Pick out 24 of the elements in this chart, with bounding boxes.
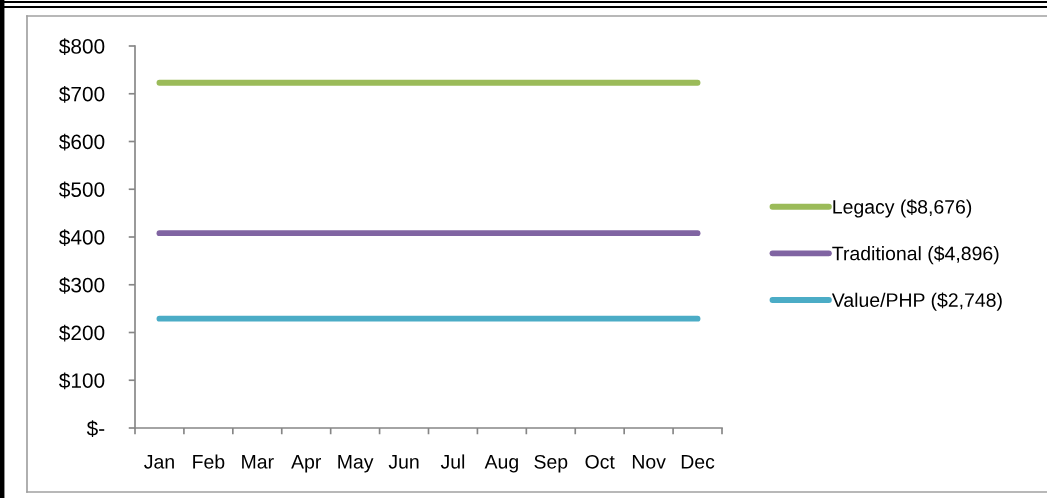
x-tick-label: Aug [484,455,518,473]
x-tick-label: Sep [534,454,568,473]
legend-label: Value/PHP ($2,748) [831,292,1002,311]
x-tick-label: Oct [585,454,615,469]
x-tick-label: Jun [388,455,419,469]
legend-label: Legacy ($8,676) [833,199,972,218]
legend-label: Traditional ($4,896) [832,245,999,265]
y-tick-label: $- [86,420,105,437]
x-tick-label: Jan [144,455,174,469]
x-tick-label: Mar [242,455,274,469]
x-tick-label: Feb [193,454,225,469]
x-tick-label: Apr [291,455,322,473]
y-tick-label: $200 [59,324,105,342]
x-tick-label: May [338,455,374,473]
y-tick-label: $500 [59,181,105,199]
x-tick-label: Jul [440,454,465,469]
y-tick-label: $700 [59,85,105,103]
y-tick-label: $800 [59,38,105,55]
y-tick-label: $100 [59,372,105,390]
y-tick-label: $400 [59,229,105,246]
y-tick-label: $600 [59,133,105,151]
y-tick-label: $300 [59,276,105,294]
x-tick-label: Dec [681,455,715,469]
x-tick-label: Nov [632,455,666,469]
